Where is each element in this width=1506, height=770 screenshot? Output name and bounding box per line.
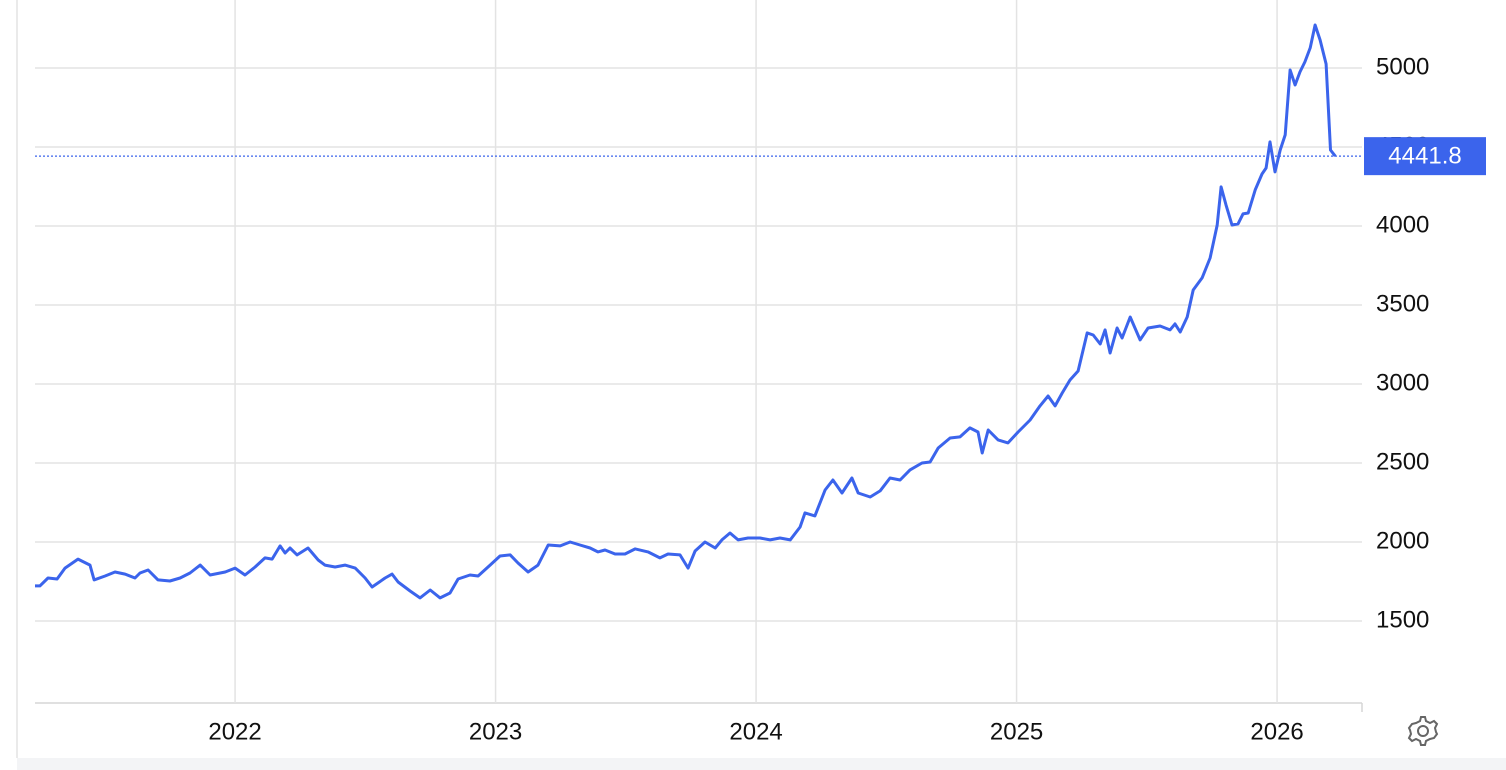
y-tick-label: 4000 xyxy=(1376,211,1429,238)
x-tick-label: 2026 xyxy=(1250,718,1303,745)
y-tick-label: 1500 xyxy=(1376,606,1429,633)
price-line xyxy=(35,23,1337,600)
last-value-box xyxy=(1364,137,1486,176)
x-tick-label: 2022 xyxy=(208,718,261,745)
y-tick-label: 2000 xyxy=(1376,527,1429,554)
x-tick-label: 2025 xyxy=(990,718,1043,745)
last-value-label: 4441.8 xyxy=(1388,142,1461,169)
footer-strip xyxy=(17,758,1506,770)
x-tick-label: 2024 xyxy=(729,718,782,745)
settings-icon[interactable] xyxy=(1407,716,1439,746)
y-tick-label: 3500 xyxy=(1376,290,1429,317)
x-tick-label: 2023 xyxy=(469,718,522,745)
y-tick-label: 5000 xyxy=(1376,53,1429,80)
y-tick-label: 3000 xyxy=(1376,369,1429,396)
y-tick-label: 2500 xyxy=(1376,448,1429,475)
